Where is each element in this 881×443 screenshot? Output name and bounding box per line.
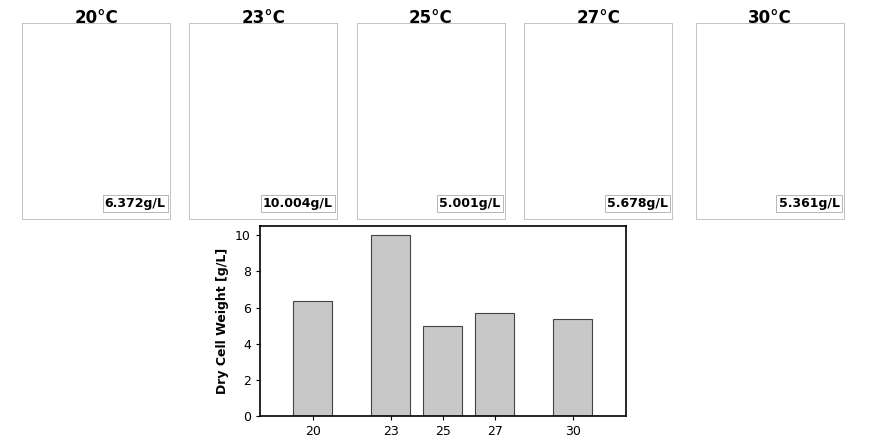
- Text: 27°C: 27°C: [576, 9, 620, 27]
- Bar: [423, 326, 463, 416]
- Text: 10.004g/L: 10.004g/L: [263, 197, 333, 210]
- Y-axis label: Dry Cell Weight [g/L]: Dry Cell Weight [g/L]: [217, 248, 229, 394]
- Text: 5.361g/L: 5.361g/L: [779, 197, 840, 210]
- Text: 20°C: 20°C: [74, 9, 118, 27]
- Bar: [357, 23, 505, 219]
- Bar: [22, 23, 170, 219]
- Bar: [553, 319, 592, 416]
- Bar: [696, 23, 844, 219]
- Bar: [524, 23, 672, 219]
- Text: 23°C: 23°C: [241, 9, 285, 27]
- Bar: [371, 235, 411, 416]
- Text: 5.001g/L: 5.001g/L: [439, 197, 500, 210]
- Text: 30°C: 30°C: [748, 9, 792, 27]
- Bar: [475, 313, 515, 416]
- Text: 6.372g/L: 6.372g/L: [105, 197, 166, 210]
- Bar: [293, 301, 332, 416]
- Text: 5.678g/L: 5.678g/L: [607, 197, 668, 210]
- Bar: [189, 23, 337, 219]
- Text: 25°C: 25°C: [409, 9, 453, 27]
